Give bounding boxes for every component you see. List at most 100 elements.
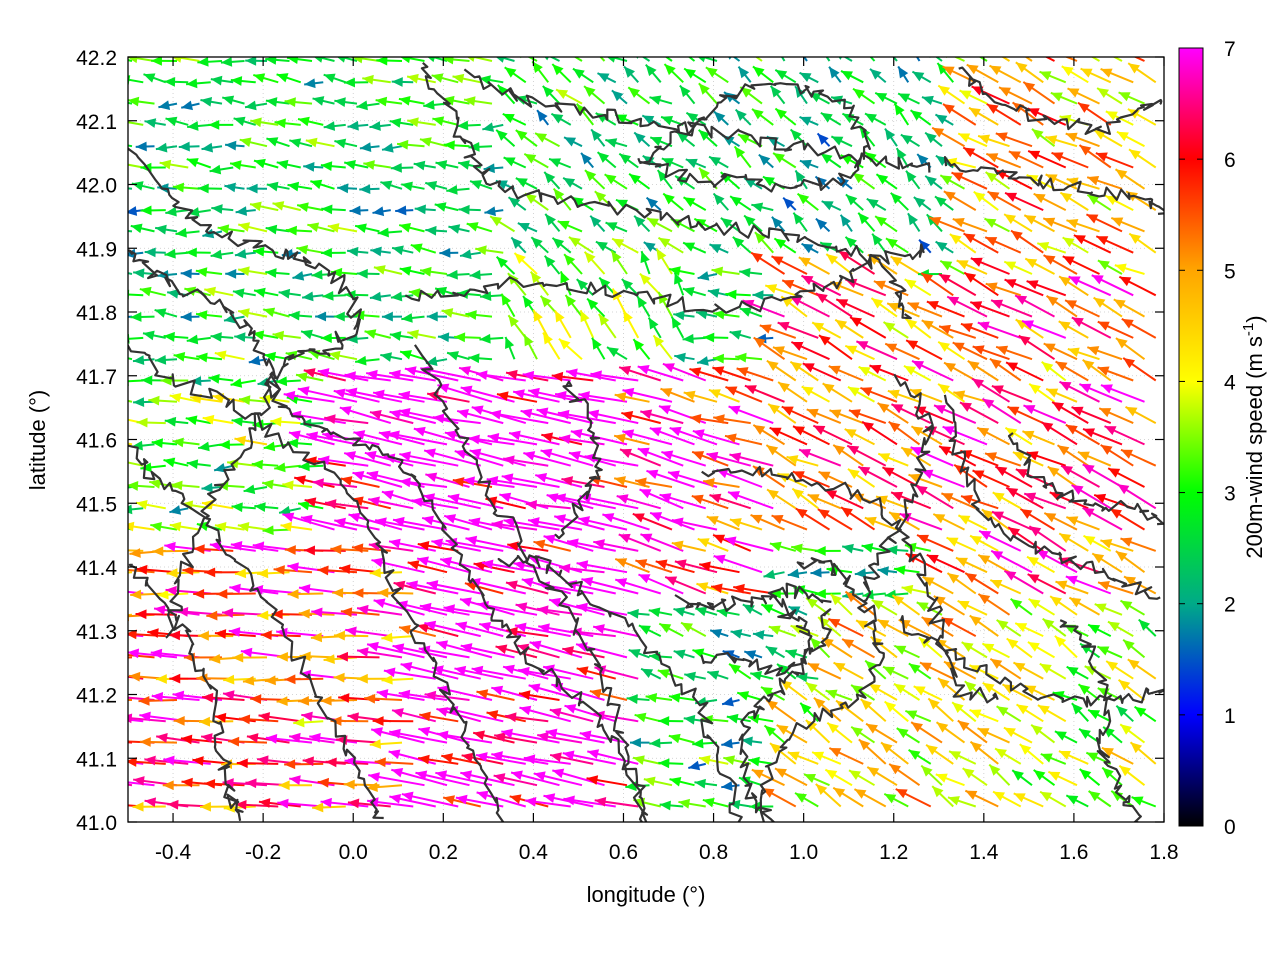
wind-vector [1098, 407, 1134, 425]
wind-vector [398, 96, 425, 106]
wind-vector [317, 455, 369, 467]
wind-vector [945, 57, 965, 62]
wind-vector [762, 787, 797, 808]
wind-vector [130, 589, 166, 600]
wind-vector [1033, 769, 1056, 787]
wind-vector [957, 514, 988, 531]
wind-vector [794, 169, 808, 190]
wind-vector [544, 57, 560, 62]
wind-vector [173, 351, 200, 362]
wind-vector [893, 103, 910, 126]
wind-vector [934, 113, 954, 126]
wind-vector [602, 513, 650, 531]
wind-vector [522, 370, 571, 382]
wind-vector [928, 216, 965, 233]
wind-vector [1077, 101, 1112, 126]
wind-vector [270, 416, 301, 427]
wind-vector [552, 187, 572, 211]
wind-vector [455, 794, 504, 808]
wind-vector [225, 140, 245, 151]
wind-vector [871, 599, 898, 616]
wind-vector [133, 397, 155, 407]
wind-vector [884, 700, 909, 723]
wind-vector [343, 451, 392, 467]
wind-vector [159, 159, 189, 170]
wind-vector [803, 773, 830, 787]
wind-vector [977, 593, 1011, 616]
contour-line [943, 156, 1164, 215]
wind-vector [322, 290, 346, 301]
wind-vector [711, 266, 740, 277]
wind-vector [844, 344, 875, 361]
wind-vector [558, 337, 583, 360]
wind-vector [820, 111, 842, 126]
wind-vector [564, 294, 583, 318]
wind-vector [1078, 728, 1101, 744]
wind-vector [841, 543, 864, 554]
wind-vector [969, 709, 999, 723]
colorbar-tick-label: 2 [1224, 594, 1236, 617]
wind-vector [211, 204, 234, 214]
wind-vector [679, 84, 696, 105]
wind-vector [558, 434, 605, 446]
wind-vector [824, 489, 864, 510]
wind-vector [345, 387, 403, 403]
wind-vector [911, 70, 932, 84]
wind-vector [957, 719, 988, 744]
wind-vector [469, 269, 493, 280]
wind-vector [673, 649, 695, 659]
wind-vector [729, 330, 752, 340]
wind-vector [238, 714, 279, 725]
wind-vector [1120, 537, 1157, 552]
wind-vector [352, 471, 403, 488]
wind-vector [525, 499, 571, 510]
wind-vector [911, 360, 954, 382]
wind-vector [726, 713, 751, 724]
wind-vector [345, 626, 391, 638]
wind-vector [683, 390, 718, 403]
wind-vector [378, 430, 425, 446]
wind-vector [1082, 359, 1112, 382]
wind-vector [728, 57, 741, 62]
wind-vector [636, 57, 651, 62]
wind-vector [769, 541, 797, 552]
colorbar-tick-label: 4 [1224, 371, 1236, 394]
wind-vector [739, 267, 763, 278]
wind-vector [981, 508, 1011, 531]
wind-vector [782, 196, 797, 211]
wind-vector [491, 685, 538, 701]
wind-vector [590, 128, 606, 147]
contour-line [674, 582, 832, 612]
wind-vector [347, 798, 391, 809]
wind-vector [618, 533, 662, 552]
wind-vector [664, 57, 673, 62]
wind-vector [468, 353, 493, 364]
wind-vector [1039, 70, 1067, 84]
colorbar [1178, 47, 1204, 827]
wind-vector [657, 236, 684, 254]
wind-vector [1044, 57, 1055, 62]
y-tick-label: 41.4 [76, 557, 117, 580]
wind-vector [543, 255, 561, 275]
wind-vector [542, 85, 561, 105]
wind-vector [886, 545, 909, 555]
wind-vector [877, 566, 898, 576]
wind-vector [151, 692, 200, 702]
wind-vector [391, 245, 414, 256]
wind-vector [946, 295, 988, 318]
wind-vector [668, 266, 695, 276]
wind-vector [372, 206, 391, 217]
wind-vector [969, 534, 999, 552]
wind-vector [884, 342, 920, 361]
wind-vector [992, 790, 1022, 808]
wind-vector [201, 142, 223, 153]
wind-vector [1054, 730, 1078, 744]
wind-vector [721, 696, 740, 707]
wind-vector [963, 271, 999, 297]
wind-vector [815, 217, 831, 233]
wind-vector [990, 549, 1033, 574]
wind-vector [302, 291, 324, 302]
wind-vector [128, 315, 133, 318]
wind-vector [424, 620, 481, 638]
wind-vector [201, 482, 223, 493]
